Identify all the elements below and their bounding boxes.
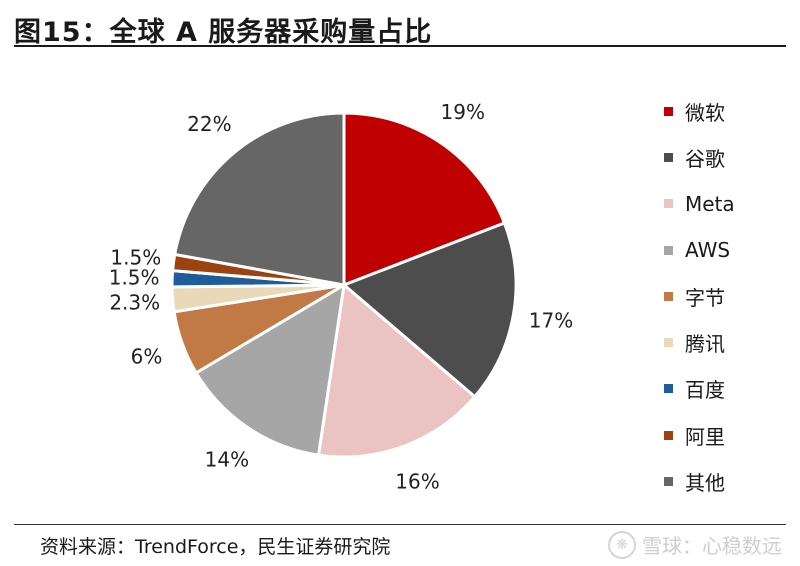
legend-label: 腾讯 xyxy=(685,332,725,357)
legend-label: 字节 xyxy=(685,285,725,310)
title-underline xyxy=(14,45,786,47)
legend-item-6: 百度 xyxy=(664,366,735,412)
legend-item-2: Meta xyxy=(664,181,735,227)
legend-item-1: 谷歌 xyxy=(664,134,735,180)
legend-item-0: 微软 xyxy=(664,88,735,134)
legend-swatch xyxy=(664,338,673,348)
legend-item-7: 阿里 xyxy=(664,412,735,458)
legend-item-5: 腾讯 xyxy=(664,319,735,365)
slice-label-4: 6% xyxy=(131,344,163,368)
pie-slice-0 xyxy=(342,111,507,288)
legend-label: AWS xyxy=(685,238,731,263)
legend-swatch xyxy=(664,199,673,209)
slice-label-1: 17% xyxy=(529,308,573,332)
legend-label: 微软 xyxy=(685,100,725,125)
legend-label: 谷歌 xyxy=(685,146,725,171)
chart-legend: 微软谷歌 Meta AWS 字节腾讯百度阿里其他 xyxy=(664,88,735,505)
legend-swatch xyxy=(664,430,673,440)
legend-swatch xyxy=(664,245,673,255)
footer-divider xyxy=(14,524,786,525)
pie-slice-1 xyxy=(341,221,518,399)
legend-swatch xyxy=(664,291,673,301)
chart-title: 图15：全球 A 服务器采购量占比 xyxy=(14,17,433,48)
slice-label-2: 16% xyxy=(395,470,439,494)
legend-label: 阿里 xyxy=(685,424,725,449)
pie-chart: 19%17%16%14%6%2.3%1.5%1.5%22% xyxy=(109,100,573,494)
legend-label: Meta xyxy=(685,191,735,216)
legend-swatch xyxy=(664,477,673,487)
slice-label-7: 1.5% xyxy=(110,246,161,270)
slice-label-6: 1.5% xyxy=(109,265,160,289)
pie-slice-3 xyxy=(194,282,346,457)
slice-label-3: 14% xyxy=(205,447,249,471)
legend-item-8: 其他 xyxy=(664,458,735,504)
watermark-text: 雪球：心稳数远 xyxy=(642,534,782,558)
legend-swatch xyxy=(664,384,673,394)
source-note: 资料来源：TrendForce，民生证券研究院 xyxy=(40,536,391,558)
legend-label: 其他 xyxy=(685,471,725,496)
legend-swatch xyxy=(664,106,673,116)
pie-slice-8 xyxy=(172,111,346,287)
pie-slice-2 xyxy=(316,282,477,459)
snowball-logo-icon: ❋ xyxy=(608,530,636,559)
slice-label-8: 22% xyxy=(187,112,231,136)
legend-swatch xyxy=(664,152,673,162)
slice-label-0: 19% xyxy=(441,100,485,124)
legend-item-3: AWS xyxy=(664,227,735,273)
slice-label-5: 2.3% xyxy=(109,291,160,315)
watermark: ❋ 雪球：心稳数远 xyxy=(608,530,782,559)
legend-item-4: 字节 xyxy=(664,273,735,319)
legend-label: 百度 xyxy=(685,378,725,403)
